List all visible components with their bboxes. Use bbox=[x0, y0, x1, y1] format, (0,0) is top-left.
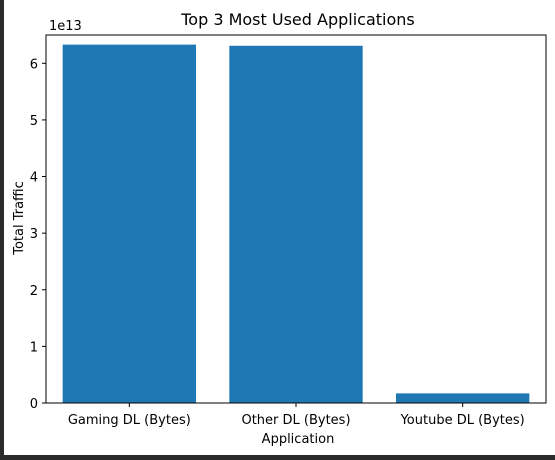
y-offset-label: 1e13 bbox=[49, 19, 82, 34]
x-tick-label: Other DL (Bytes) bbox=[241, 413, 350, 428]
bar-1 bbox=[229, 46, 362, 403]
y-tick-label: 0 bbox=[30, 397, 38, 412]
y-ticks-group: 0 1 2 3 4 5 6 bbox=[30, 57, 46, 412]
bar-chart: Top 3 Most Used Applications 1e13 Total … bbox=[4, 0, 555, 455]
y-tick-label: 3 bbox=[30, 227, 38, 242]
x-tick-label: Gaming DL (Bytes) bbox=[68, 413, 191, 428]
x-ticks-group: Gaming DL (Bytes) Other DL (Bytes) Youtube… bbox=[68, 403, 525, 428]
bar-2 bbox=[396, 393, 529, 403]
y-tick-label: 1 bbox=[30, 340, 38, 355]
chart-title: Top 3 Most Used Applications bbox=[180, 10, 415, 29]
x-axis-label: Application bbox=[262, 432, 335, 447]
y-tick-label: 2 bbox=[30, 284, 38, 299]
chart-figure: Top 3 Most Used Applications 1e13 Total … bbox=[4, 0, 555, 455]
y-tick-label: 5 bbox=[30, 114, 38, 129]
bar-0 bbox=[63, 45, 196, 403]
bars-group bbox=[63, 45, 530, 403]
y-axis-label: Total Traffic bbox=[12, 181, 27, 256]
x-tick-label: Youtube DL (Bytes) bbox=[400, 413, 525, 428]
y-tick-label: 6 bbox=[30, 57, 38, 72]
y-tick-label: 4 bbox=[30, 171, 38, 186]
